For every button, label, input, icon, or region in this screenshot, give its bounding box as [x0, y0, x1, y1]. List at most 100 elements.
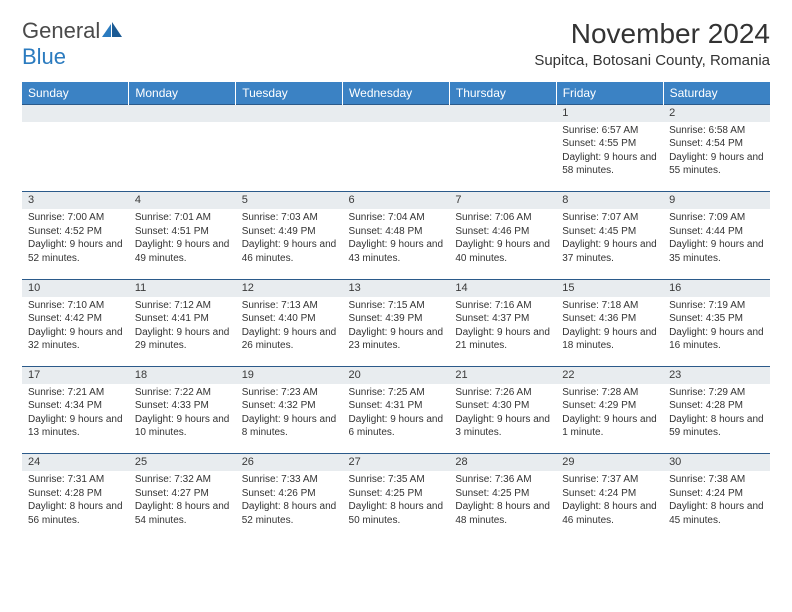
day-number: 17: [22, 367, 129, 384]
sunset-text: Sunset: 4:26 PM: [242, 487, 337, 501]
sunset-text: Sunset: 4:51 PM: [135, 225, 230, 239]
daylight-text: Daylight: 9 hours and 43 minutes.: [349, 238, 444, 265]
sunrise-text: Sunrise: 7:03 AM: [242, 211, 337, 225]
day-number: 28: [449, 454, 556, 471]
day-number: 18: [129, 367, 236, 384]
day-number: 22: [556, 367, 663, 384]
daylight-text: Daylight: 8 hours and 59 minutes.: [669, 413, 764, 440]
sunrise-text: Sunrise: 7:12 AM: [135, 299, 230, 313]
day-details: Sunrise: 7:35 AMSunset: 4:25 PMDaylight:…: [343, 471, 450, 541]
sunrise-text: Sunrise: 7:32 AM: [135, 473, 230, 487]
sunset-text: Sunset: 4:28 PM: [669, 399, 764, 413]
day-details: Sunrise: 7:10 AMSunset: 4:42 PMDaylight:…: [22, 297, 129, 367]
daylight-text: Daylight: 9 hours and 1 minute.: [562, 413, 657, 440]
sunset-text: Sunset: 4:27 PM: [135, 487, 230, 501]
day-number: 25: [129, 454, 236, 471]
day-details: Sunrise: 7:22 AMSunset: 4:33 PMDaylight:…: [129, 384, 236, 454]
sunrise-text: Sunrise: 7:10 AM: [28, 299, 123, 313]
day-number: 29: [556, 454, 663, 471]
day-details: Sunrise: 7:16 AMSunset: 4:37 PMDaylight:…: [449, 297, 556, 367]
day-details: [236, 122, 343, 192]
day-number: 19: [236, 367, 343, 384]
daylight-text: Daylight: 9 hours and 21 minutes.: [455, 326, 550, 353]
day-details: [22, 122, 129, 192]
daylight-text: Daylight: 8 hours and 50 minutes.: [349, 500, 444, 527]
sunrise-text: Sunrise: 7:23 AM: [242, 386, 337, 400]
day-number: 15: [556, 279, 663, 296]
sunset-text: Sunset: 4:55 PM: [562, 137, 657, 151]
daylight-text: Daylight: 9 hours and 8 minutes.: [242, 413, 337, 440]
day-details: Sunrise: 7:12 AMSunset: 4:41 PMDaylight:…: [129, 297, 236, 367]
day-header: Friday: [556, 82, 663, 105]
sunrise-text: Sunrise: 7:36 AM: [455, 473, 550, 487]
day-details: Sunrise: 7:00 AMSunset: 4:52 PMDaylight:…: [22, 209, 129, 279]
daylight-text: Daylight: 9 hours and 13 minutes.: [28, 413, 123, 440]
logo-sails-icon: [102, 18, 124, 44]
day-number: 30: [663, 454, 770, 471]
sunrise-text: Sunrise: 7:31 AM: [28, 473, 123, 487]
sunset-text: Sunset: 4:24 PM: [562, 487, 657, 501]
day-number: 6: [343, 192, 450, 209]
sunset-text: Sunset: 4:25 PM: [455, 487, 550, 501]
month-title: November 2024: [534, 18, 770, 50]
sunset-text: Sunset: 4:49 PM: [242, 225, 337, 239]
sunrise-text: Sunrise: 7:15 AM: [349, 299, 444, 313]
sunset-text: Sunset: 4:48 PM: [349, 225, 444, 239]
day-details: Sunrise: 6:58 AMSunset: 4:54 PMDaylight:…: [663, 122, 770, 192]
sunset-text: Sunset: 4:45 PM: [562, 225, 657, 239]
day-details: Sunrise: 7:23 AMSunset: 4:32 PMDaylight:…: [236, 384, 343, 454]
sunrise-text: Sunrise: 7:16 AM: [455, 299, 550, 313]
sunrise-text: Sunrise: 7:19 AM: [669, 299, 764, 313]
logo-text: GeneralBlue: [22, 18, 124, 70]
day-details: Sunrise: 7:33 AMSunset: 4:26 PMDaylight:…: [236, 471, 343, 541]
day-details: Sunrise: 7:06 AMSunset: 4:46 PMDaylight:…: [449, 209, 556, 279]
sunset-text: Sunset: 4:32 PM: [242, 399, 337, 413]
sunset-text: Sunset: 4:35 PM: [669, 312, 764, 326]
daylight-text: Daylight: 8 hours and 46 minutes.: [562, 500, 657, 527]
sunrise-text: Sunrise: 7:04 AM: [349, 211, 444, 225]
daylight-text: Daylight: 9 hours and 52 minutes.: [28, 238, 123, 265]
sunset-text: Sunset: 4:54 PM: [669, 137, 764, 151]
day-details: Sunrise: 7:31 AMSunset: 4:28 PMDaylight:…: [22, 471, 129, 541]
details-row: Sunrise: 7:10 AMSunset: 4:42 PM Daylight:…: [22, 297, 770, 367]
daynum-row: 17181920212223: [22, 367, 770, 384]
daylight-text: Daylight: 9 hours and 16 minutes.: [669, 326, 764, 353]
daylight-text: Daylight: 8 hours and 48 minutes.: [455, 500, 550, 527]
daylight-text: Daylight: 9 hours and 29 minutes.: [135, 326, 230, 353]
day-number: 3: [22, 192, 129, 209]
sunset-text: Sunset: 4:44 PM: [669, 225, 764, 239]
sunset-text: Sunset: 4:39 PM: [349, 312, 444, 326]
header: GeneralBlue November 2024 Supitca, Botos…: [22, 18, 770, 70]
day-number: 11: [129, 279, 236, 296]
day-details: Sunrise: 7:26 AMSunset: 4:30 PMDaylight:…: [449, 384, 556, 454]
day-header-row: SundayMondayTuesdayWednesdayThursdayFrid…: [22, 82, 770, 105]
daylight-text: Daylight: 9 hours and 49 minutes.: [135, 238, 230, 265]
day-details: Sunrise: 7:18 AMSunset: 4:36 PMDaylight:…: [556, 297, 663, 367]
day-details: Sunrise: 7:25 AMSunset: 4:31 PMDaylight:…: [343, 384, 450, 454]
day-header: Tuesday: [236, 82, 343, 105]
day-number: 27: [343, 454, 450, 471]
day-number: 5: [236, 192, 343, 209]
sunrise-text: Sunrise: 7:37 AM: [562, 473, 657, 487]
sunset-text: Sunset: 4:42 PM: [28, 312, 123, 326]
daynum-row: 12: [22, 105, 770, 122]
daylight-text: Daylight: 8 hours and 45 minutes.: [669, 500, 764, 527]
day-number: [22, 105, 129, 122]
sunrise-text: Sunrise: 7:00 AM: [28, 211, 123, 225]
daynum-row: 3456789: [22, 192, 770, 209]
sunrise-text: Sunrise: 7:35 AM: [349, 473, 444, 487]
details-row: Sunrise: 7:31 AMSunset: 4:28 PMDaylight:…: [22, 471, 770, 541]
calendar-table: SundayMondayTuesdayWednesdayThursdayFrid…: [22, 82, 770, 541]
day-details: Sunrise: 7:19 AMSunset: 4:35 PMDaylight:…: [663, 297, 770, 367]
day-details: [129, 122, 236, 192]
logo-text-gray: General: [22, 18, 100, 43]
sunrise-text: Sunrise: 7:33 AM: [242, 473, 337, 487]
daylight-text: Daylight: 9 hours and 46 minutes.: [242, 238, 337, 265]
day-number: 20: [343, 367, 450, 384]
sunset-text: Sunset: 4:31 PM: [349, 399, 444, 413]
sunset-text: Sunset: 4:29 PM: [562, 399, 657, 413]
daylight-text: Daylight: 8 hours and 54 minutes.: [135, 500, 230, 527]
daynum-row: 24252627282930: [22, 454, 770, 471]
daylight-text: Daylight: 9 hours and 35 minutes.: [669, 238, 764, 265]
daylight-text: Daylight: 9 hours and 58 minutes.: [562, 151, 657, 178]
